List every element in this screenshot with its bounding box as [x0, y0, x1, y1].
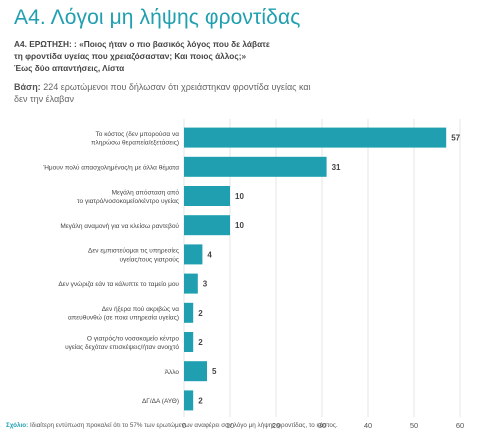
- bar: [184, 186, 230, 206]
- bar: [184, 127, 447, 148]
- question-text: Α4. ΕΡΩΤΗΣΗ: : «Ποιος ήταν ο πιο βασικός…: [14, 38, 469, 74]
- comment-body: Ιδιαίτερη εντύπωση προκαλεί ότι το 57% τ…: [29, 422, 338, 429]
- x-tick-label: 60: [456, 421, 464, 430]
- comment-label: Σχόλιο:: [6, 422, 29, 429]
- x-tick-label: 10: [226, 421, 234, 430]
- category-label: πληρώσω θεραπεία/εξετάσεις): [91, 139, 179, 147]
- data-label: 2: [198, 396, 203, 405]
- x-tick-label: 50: [410, 421, 418, 430]
- base-label: Βάση:: [14, 82, 41, 92]
- data-label: 10: [235, 192, 244, 201]
- data-label: 4: [207, 250, 212, 259]
- x-tick-label: 0: [182, 421, 186, 430]
- base-text: Βάση: 224 ερωτώμενοι που δήλωσαν ότι χρε…: [14, 81, 314, 105]
- category-label: Δεν ήξερα πού ακριβώς να: [102, 305, 179, 313]
- category-label: Μεγάλη απόσταση από: [112, 188, 180, 196]
- data-label: 57: [451, 134, 460, 143]
- category-label: Το κόστος (δεν μπορούσα να: [96, 130, 180, 138]
- bar: [184, 361, 207, 382]
- base-description: 224 ερωτώμενοι που δήλωσαν ότι χρειάστηκ…: [14, 82, 311, 104]
- x-tick-label: 20: [272, 421, 280, 430]
- data-label: 2: [198, 309, 203, 318]
- data-label: 10: [235, 221, 244, 230]
- bar: [184, 273, 198, 294]
- category-label: Δεν γνώριζα εάν τα κάλυπτε το ταμείο μου: [58, 280, 179, 288]
- category-label: Ο γιατρός/το νοσοκομείο κέντρο: [87, 334, 179, 342]
- page-title: Α4. Λόγοι μη λήψης φροντίδας: [14, 6, 301, 29]
- category-label: ΔΓ/ΔΑ (ΑΥΘ): [142, 398, 179, 405]
- bar: [184, 332, 194, 352]
- category-label: υγείας δεχόταν επισκέψεις/ήταν ανοιχτό: [65, 343, 179, 351]
- data-label: 31: [332, 163, 341, 172]
- category-label: απευθυνθώ (σε ποια υπηρεσία υγείας): [68, 314, 179, 322]
- bar: [184, 215, 230, 236]
- bar: [184, 302, 194, 323]
- question-line: Α4. ΕΡΩΤΗΣΗ: : «Ποιος ήταν ο πιο βασικός…: [14, 39, 270, 49]
- category-label: Ήμουν πολύ απασχολημένος/η με άλλα θέματ…: [42, 163, 179, 171]
- category-label: το γιατρό/νοσοκομείο/κέντρο υγείας: [77, 197, 179, 205]
- bar: [184, 156, 327, 177]
- question-line: τη φροντίδα υγείας που χρειαζόσασταν; Κα…: [14, 51, 247, 61]
- bar: [184, 390, 194, 411]
- comment-text: Σχόλιο: Ιδιαίτερη εντύπωση προκαλεί ότι …: [6, 422, 472, 429]
- bar: [184, 244, 203, 265]
- category-label: υγείας/τους γιατρούς: [120, 255, 179, 263]
- category-label: Μεγάλη αναμονή για να κλείσω ραντεβού: [60, 222, 179, 230]
- question-note: Έως δύο απαντήσεις, Λίστα: [14, 63, 125, 73]
- category-label: Άλλο: [165, 369, 180, 376]
- x-tick-label: 40: [364, 421, 372, 430]
- category-label: Δεν εμπιστεύομαι τις υπηρεσίες: [88, 247, 179, 255]
- x-tick-label: 30: [318, 421, 326, 430]
- data-label: 5: [212, 367, 217, 376]
- data-label: 2: [198, 338, 203, 347]
- data-label: 3: [203, 280, 208, 289]
